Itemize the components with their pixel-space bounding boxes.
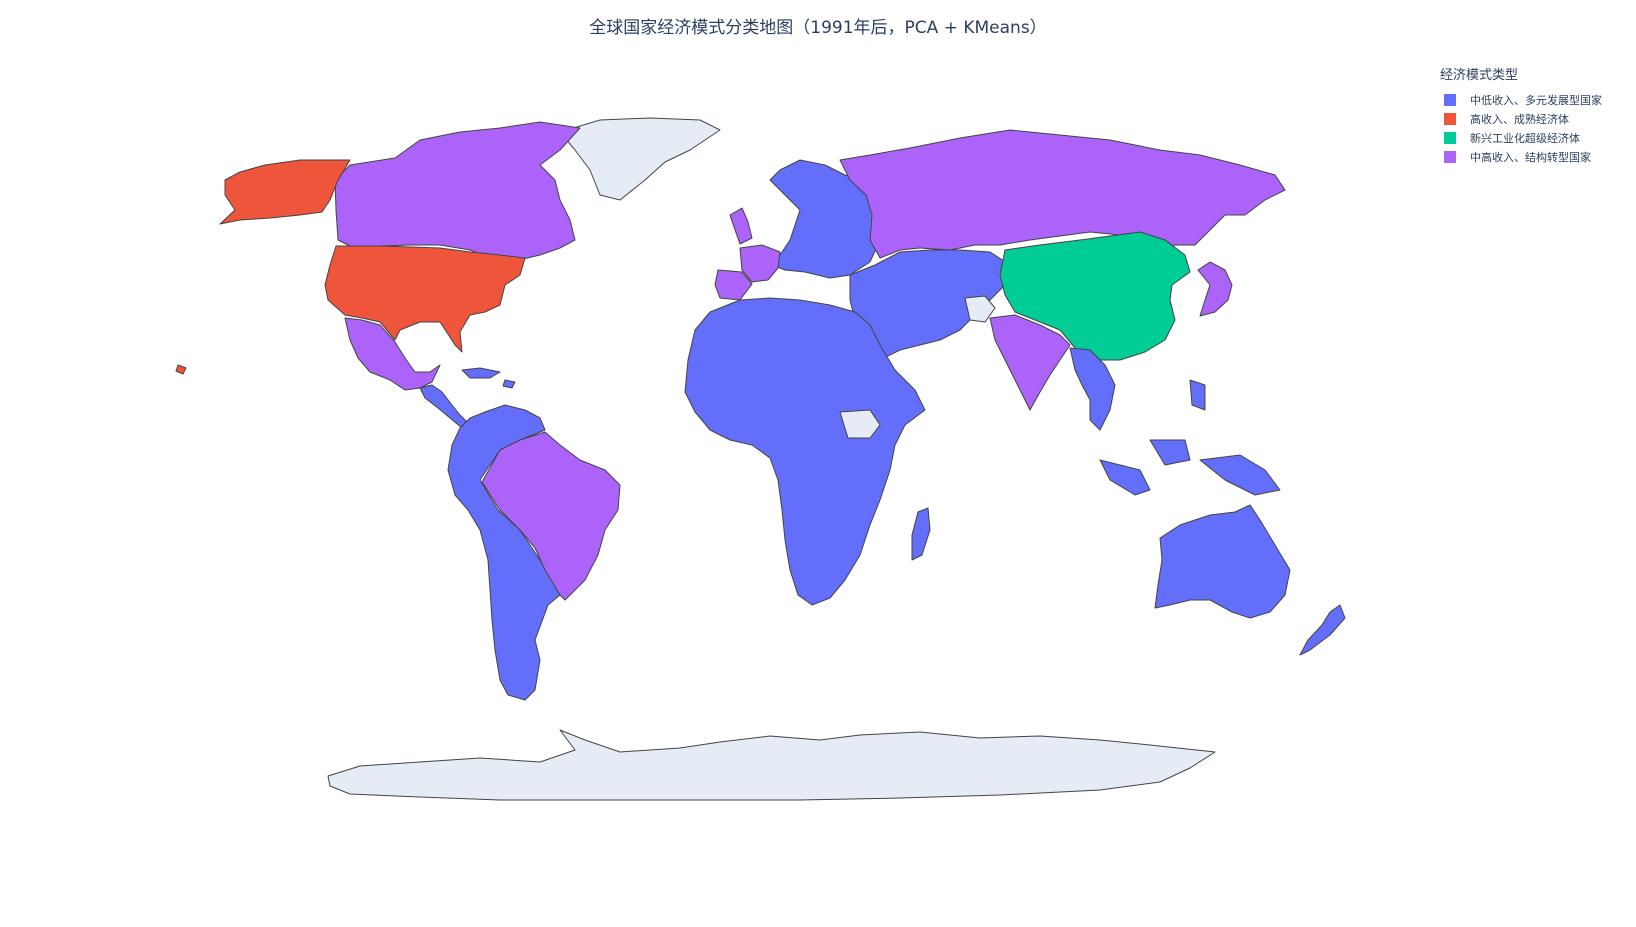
region-antarctica[interactable]: [327, 729, 1216, 801]
region-russia[interactable]: [839, 129, 1286, 259]
legend-item-low-middle-income[interactable]: 中低收入、多元发展型国家: [1440, 90, 1602, 109]
legend-label: 中低收入、多元发展型国家: [1470, 93, 1602, 107]
chart-title: 全球国家经济模式分类地图（1991年后，PCA + KMeans）: [589, 18, 1047, 38]
legend-swatch: [1444, 112, 1456, 125]
region-new-zealand[interactable]: [1299, 604, 1346, 656]
legend-swatch: [1444, 93, 1456, 106]
region-greenland[interactable]: [559, 117, 721, 201]
region-uk[interactable]: [729, 207, 753, 245]
legend-swatch: [1444, 131, 1456, 144]
legend-swatch: [1444, 150, 1456, 163]
region-france[interactable]: [739, 244, 781, 283]
region-central-america[interactable]: [419, 384, 471, 429]
region-australia[interactable]: [1154, 504, 1291, 619]
region-japan[interactable]: [1197, 261, 1233, 317]
legend-item-upper-middle-income[interactable]: 中高收入、结构转型国家: [1440, 147, 1602, 166]
region-afghanistan[interactable]: [964, 295, 996, 323]
legend-title: 经济模式类型: [1440, 68, 1519, 83]
region-canada[interactable]: [334, 121, 581, 263]
region-mexico[interactable]: [344, 317, 441, 391]
region-usa[interactable]: [324, 245, 526, 353]
legend-label: 中高收入、结构转型国家: [1470, 150, 1591, 164]
region-india[interactable]: [989, 314, 1071, 411]
region-china[interactable]: [999, 231, 1191, 361]
region-hawaii[interactable]: [175, 364, 187, 375]
region-brazil[interactable]: [481, 431, 621, 601]
legend: 经济模式类型 中低收入、多元发展型国家 高收入、成熟经济体 新兴工业化超级经济体…: [1440, 64, 1602, 166]
legend-item-emerging-industrial[interactable]: 新兴工业化超级经济体: [1440, 128, 1602, 147]
region-africa[interactable]: [684, 297, 926, 606]
legend-label: 新兴工业化超级经济体: [1470, 131, 1580, 145]
region-south-sudan[interactable]: [839, 409, 881, 439]
region-alaska[interactable]: [219, 159, 351, 225]
region-south-america[interactable]: [447, 404, 561, 701]
region-europe[interactable]: [764, 159, 881, 279]
legend-item-high-income[interactable]: 高收入、成熟经济体: [1440, 109, 1602, 128]
region-madagascar[interactable]: [911, 507, 931, 561]
legend-label: 高收入、成熟经济体: [1470, 112, 1569, 126]
region-southeast-asia[interactable]: [1069, 347, 1281, 496]
region-caribbean[interactable]: [461, 367, 516, 389]
